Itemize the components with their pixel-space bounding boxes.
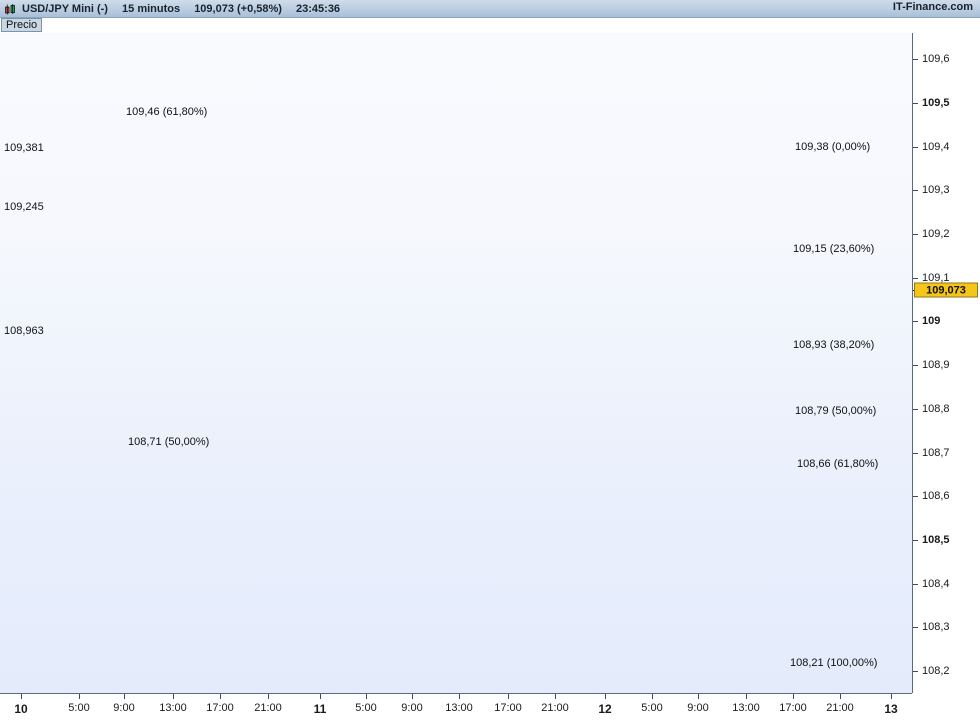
time-axis-label: 13:00 [445,702,473,714]
tab-precio[interactable]: Precio [1,18,43,32]
price-axis-label: 109 [922,315,941,328]
time-axis-tickmark [652,694,653,699]
time-axis-label: 13 [884,702,898,716]
time-axis-label: 21:00 [826,702,854,714]
price-level-label: 108,963 [4,324,44,337]
price-axis-label: 108,4 [922,577,950,590]
time-axis-tickmark [124,694,125,699]
time-axis[interactable]: 10 5:00 9:00 13:00 17:00 21:00 11 5:00 9:00 13:00… [0,693,912,720]
fibonacci-level-label: 109,15 (23,60%) [793,242,875,255]
tab-bar: Precio [0,18,980,33]
time-axis-label: 12 [598,702,612,716]
price-axis-label: 109,5 [922,96,950,109]
price-axis-label: 108,2 [922,665,950,678]
price-axis-label: 108,6 [922,490,950,503]
price-axis-tickmark [913,277,918,279]
time-axis-tickmark [268,694,269,699]
time-axis-tickmark [459,694,460,699]
price-axis-tickmark [913,146,918,148]
price-axis-tickmark [913,540,918,542]
time-axis-label: 5:00 [68,702,90,714]
time-axis-tickmark [220,694,221,699]
time-axis-label: 5:00 [355,702,377,714]
price-axis-label: 109,1 [922,271,950,284]
time-axis-label: 10 [14,702,28,716]
time-axis-tickmark [79,694,80,699]
time-axis-tickmark [840,694,841,699]
time-label: 23:45:36 [296,3,341,15]
time-axis-tickmark [508,694,509,699]
price-axis-label: 108,9 [922,359,950,372]
price-axis-label: 108,3 [922,621,950,634]
time-axis-tickmark [793,694,794,699]
time-axis-tickmark [366,694,367,699]
time-axis-tickmark [412,694,413,699]
price-axis-label: 109,4 [922,140,950,153]
title-bar: USD/JPY Mini (-) 15 minutos 109,073 (+0,… [0,0,980,18]
time-axis-label: 21:00 [541,702,569,714]
price-level-label: 109,381 [4,141,44,154]
price-level-label: 109,245 [4,201,44,214]
price-axis-label: 109,6 [922,53,950,66]
time-axis-tickmark [605,694,606,699]
brand-label: IT-Finance.com [892,1,973,13]
price-axis-label: 108,8 [922,402,950,415]
fibonacci-level-label: 109,46 (61,80%) [126,106,208,119]
time-axis-label: 11 [313,702,327,716]
time-axis-label: 17:00 [206,702,234,714]
fibonacci-level-label: 109,38 (0,00%) [795,141,871,154]
price-axis-label: 109,3 [922,184,950,197]
price-axis-label: 108,7 [922,446,950,459]
time-axis-tickmark [891,694,892,699]
price-axis-tickmark [913,496,918,498]
plot-background [0,33,912,693]
price-axis-tickmark [913,583,918,585]
axis-corner [912,693,980,720]
candlestick-icon [4,3,17,16]
time-axis-label: 17:00 [779,702,807,714]
fibonacci-level-label: 108,66 (61,80%) [797,458,879,471]
time-axis-tickmark [320,694,321,699]
time-axis-label: 17:00 [494,702,522,714]
quote-label: 109,073 (+0,58%) [194,3,282,15]
time-axis-label: 21:00 [254,702,282,714]
price-axis-tickmark [913,408,918,410]
time-axis-tickmark [555,694,556,699]
price-axis-tickmark [913,190,918,192]
price-axis-tickmark [913,321,918,323]
fibonacci-level-label: 108,71 (50,00%) [128,436,210,449]
timeframe-label: 15 minutos [122,3,181,15]
price-axis-label: 109,2 [922,228,950,241]
time-axis-label: 9:00 [687,702,709,714]
title-bar-text: USD/JPY Mini (-) 15 minutos 109,073 (+0,… [22,3,351,15]
price-axis[interactable]: 109,6 109,5 109,4 109,3 109,2 109,1 109 108,9 10… [912,33,980,693]
time-axis-tickmark [21,694,22,699]
time-axis-label: 9:00 [113,702,135,714]
time-axis-label: 13:00 [159,702,187,714]
chart-plot-area[interactable]: 109,381 109,245 108,963 109,46 (61,80%) 109,… [0,33,912,693]
time-axis-tickmark [173,694,174,699]
fibonacci-level-label: 108,79 (50,00%) [795,405,877,418]
fibonacci-level-label: 108,93 (38,20%) [793,339,875,352]
price-axis-tickmark [913,59,918,61]
price-axis-tickmark [913,234,918,236]
instrument-name: USD/JPY Mini (-) [22,3,108,15]
current-price-badge[interactable]: 109,073 [914,282,978,298]
price-axis-tickmark [913,452,918,454]
time-axis-tickmark [746,694,747,699]
price-axis-label: 108,5 [922,534,950,547]
price-axis-tickmark [913,102,918,104]
time-axis-label: 5:00 [641,702,663,714]
price-axis-tickmark [913,627,918,629]
time-axis-tickmark [698,694,699,699]
price-axis-tickmark [913,671,918,673]
time-axis-label: 9:00 [401,702,423,714]
time-axis-label: 13:00 [732,702,760,714]
price-axis-tickmark [913,365,918,367]
fibonacci-level-label: 108,21 (100,00%) [790,656,878,669]
